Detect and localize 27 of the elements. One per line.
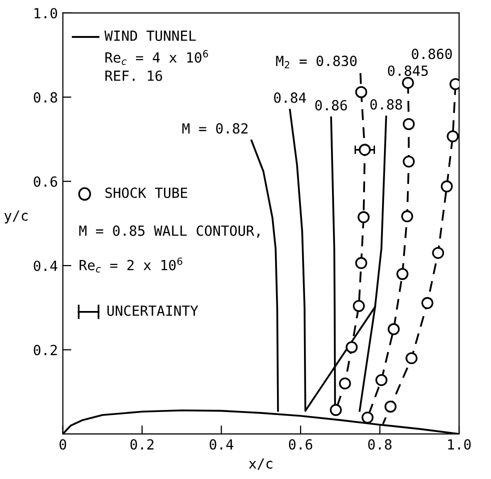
y-tick-label: 0.6 xyxy=(34,176,58,187)
x-tick-label: 0.6 xyxy=(288,439,312,450)
series-label: 0.860 xyxy=(412,48,452,60)
series-label: 0.86 xyxy=(315,100,347,110)
x-tick-label: 0.2 xyxy=(130,439,154,450)
y-axis-title: y/c xyxy=(4,210,28,224)
y-tick-label: 0.8 xyxy=(34,92,58,103)
x-tick-label: 0 xyxy=(60,439,66,450)
annotation: Re$_{c}$ = 2 x 10$^{6}$ xyxy=(80,258,182,273)
series-label: M$_{2}$ = 0.830 xyxy=(276,56,357,68)
x-tick-label: 1.0 xyxy=(448,439,471,450)
annotation: SHOCK TUBE xyxy=(105,188,188,198)
series-label: M = 0.82 xyxy=(182,123,248,134)
series-label: 0.88 xyxy=(370,99,402,110)
annotation: UNCERTAINTY xyxy=(107,305,198,316)
y-tick-label: 1.0 xyxy=(34,8,58,18)
annotation: WIND TUNNEL xyxy=(104,30,196,41)
y-tick-label: 0.2 xyxy=(34,344,57,356)
x-tick-label: 0.8 xyxy=(368,439,392,450)
series-label: 0.84 xyxy=(274,92,306,103)
series-label: 0.845 xyxy=(388,65,428,76)
y-tick-label: 0.4 xyxy=(34,260,58,272)
annotation: Re$_{c}$ = 4 x 10$^{6}$ xyxy=(105,50,208,65)
annotation: M = 0.85 WALL CONTOUR, xyxy=(79,225,260,238)
x-axis-title: x/c xyxy=(248,458,272,470)
x-tick-label: 0.4 xyxy=(210,439,234,450)
annotation: REF. 16 xyxy=(105,70,162,81)
